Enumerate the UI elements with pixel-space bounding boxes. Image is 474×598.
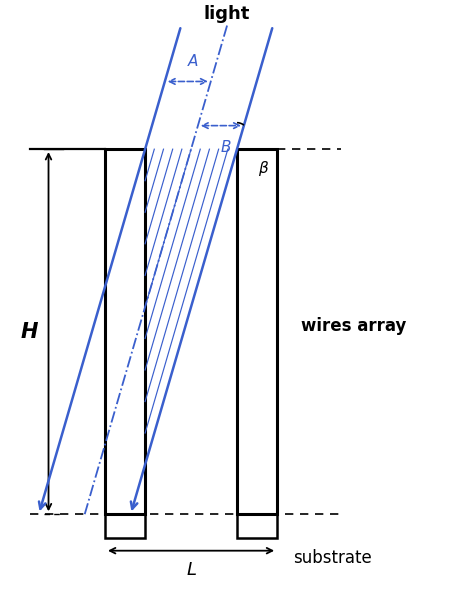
Text: light: light <box>204 5 250 23</box>
Text: wires array: wires array <box>301 317 406 335</box>
Text: substrate: substrate <box>293 550 372 568</box>
Text: H: H <box>21 322 38 341</box>
Bar <box>105 514 145 538</box>
Text: L: L <box>186 562 196 579</box>
Bar <box>237 149 277 514</box>
Text: B: B <box>220 141 231 155</box>
Bar <box>237 514 277 538</box>
Bar <box>105 149 145 514</box>
Text: β: β <box>258 161 268 176</box>
Text: A: A <box>187 53 198 69</box>
